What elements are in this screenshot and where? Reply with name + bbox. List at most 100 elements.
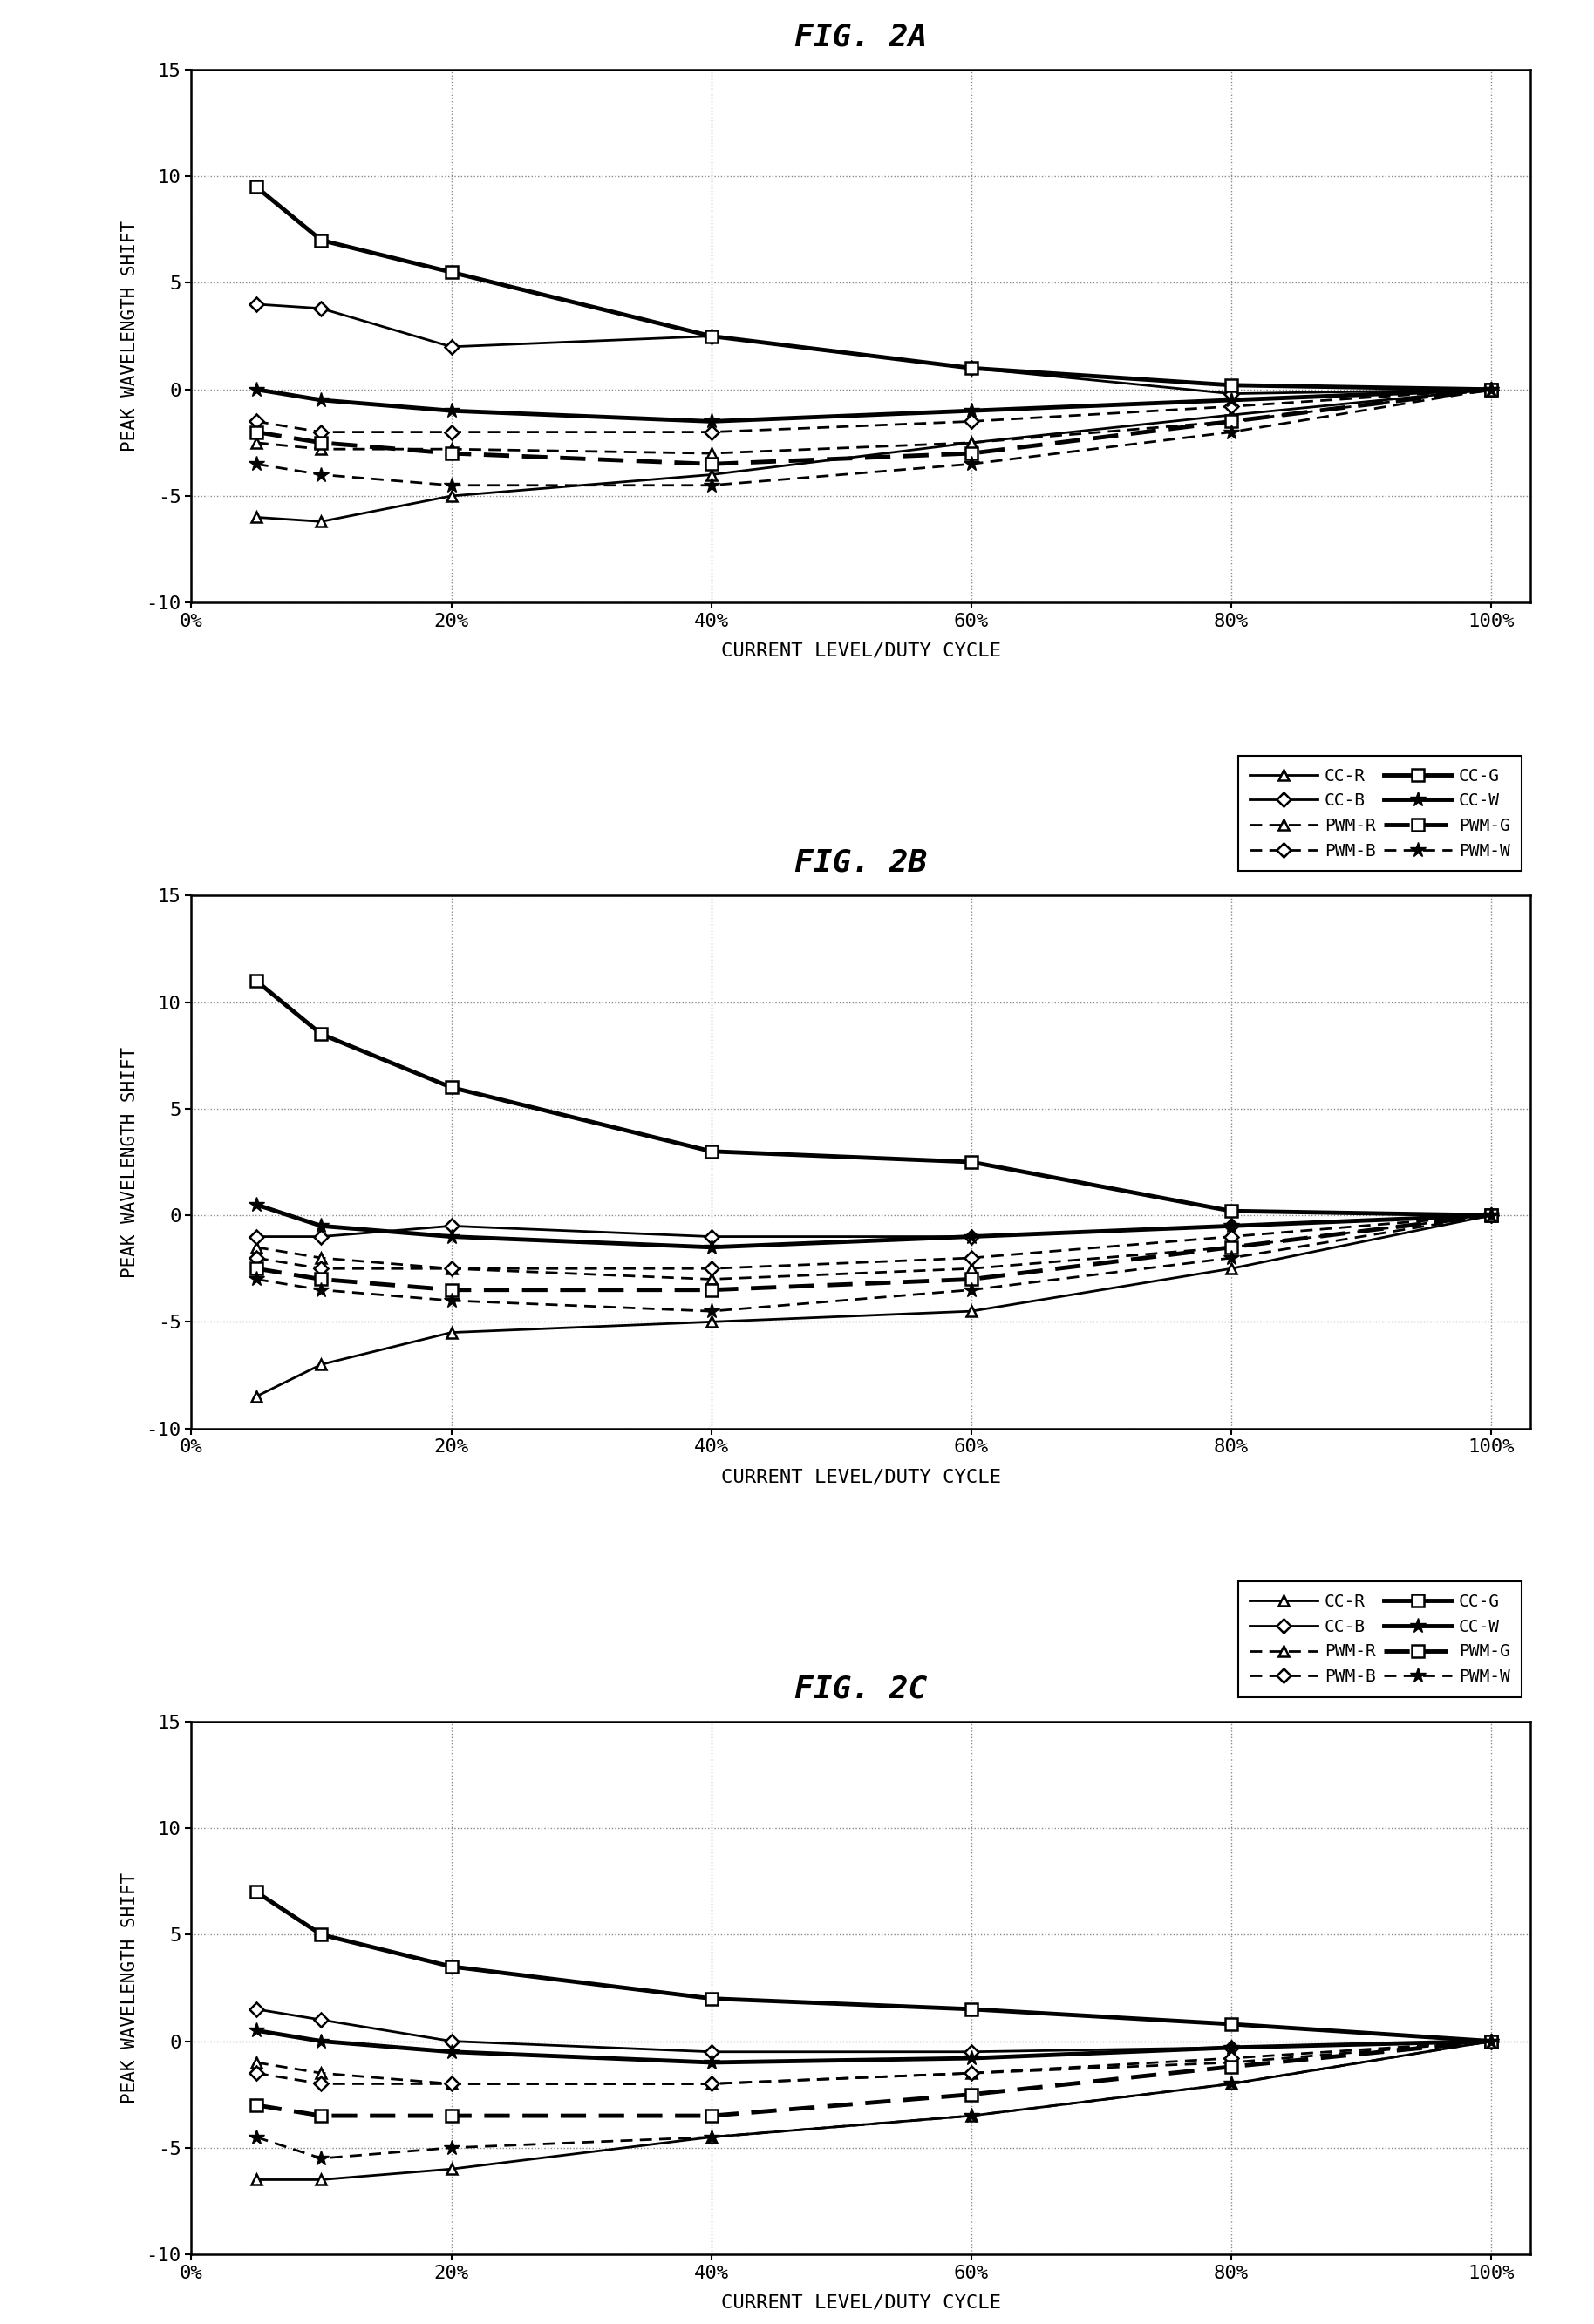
Line: CC-G: CC-G: [250, 1885, 1497, 2047]
PWM-R: [442, 1255, 461, 1283]
PWM-B: [1221, 2045, 1240, 2073]
CC-W: [1221, 1213, 1240, 1241]
CC-W: [312, 386, 332, 414]
CC-R: [312, 507, 332, 535]
PWM-B: [1482, 376, 1502, 404]
PWM-G: [442, 2101, 461, 2129]
CC-R: [701, 1308, 720, 1336]
CC-B: [312, 295, 332, 323]
PWM-R: [312, 1243, 332, 1271]
CC-R: [701, 460, 720, 488]
CC-W: [701, 2047, 720, 2075]
CC-W: [1482, 2027, 1502, 2054]
PWM-G: [247, 418, 266, 446]
CC-G: [961, 1148, 980, 1176]
PWM-B: [247, 407, 266, 435]
PWM-R: [961, 2059, 980, 2087]
PWM-B: [701, 1255, 720, 1283]
CC-W: [442, 2038, 461, 2066]
PWM-R: [247, 2047, 266, 2075]
PWM-G: [961, 2080, 980, 2108]
PWM-R: [1221, 2047, 1240, 2075]
PWM-R: [442, 435, 461, 462]
CC-B: [1482, 2027, 1502, 2054]
CC-R: [1221, 2071, 1240, 2099]
PWM-W: [1482, 2027, 1502, 2054]
CC-B: [442, 2027, 461, 2054]
Line: CC-B: CC-B: [252, 300, 1497, 397]
CC-W: [247, 1190, 266, 1218]
PWM-R: [247, 1234, 266, 1262]
Line: PWM-R: PWM-R: [250, 1211, 1497, 1285]
CC-W: [961, 397, 980, 425]
Title: FIG. 2C: FIG. 2C: [794, 1673, 928, 1703]
Line: PWM-R: PWM-R: [250, 2036, 1497, 2089]
PWM-G: [961, 1264, 980, 1292]
PWM-W: [247, 451, 266, 479]
CC-G: [312, 225, 332, 253]
CC-R: [1482, 1202, 1502, 1229]
CC-W: [247, 2017, 266, 2045]
PWM-G: [1221, 407, 1240, 435]
PWM-R: [442, 2071, 461, 2099]
CC-G: [247, 967, 266, 995]
CC-R: [1482, 376, 1502, 404]
PWM-B: [312, 1255, 332, 1283]
CC-B: [247, 1222, 266, 1250]
PWM-W: [1221, 2071, 1240, 2099]
CC-W: [701, 1234, 720, 1262]
CC-R: [312, 2166, 332, 2194]
PWM-W: [312, 1276, 332, 1304]
CC-W: [1221, 386, 1240, 414]
CC-R: [961, 2101, 980, 2129]
CC-B: [442, 332, 461, 360]
PWM-W: [1221, 1243, 1240, 1271]
CC-R: [961, 1297, 980, 1325]
PWM-G: [247, 2092, 266, 2119]
X-axis label: CURRENT LEVEL/DUTY CYCLE: CURRENT LEVEL/DUTY CYCLE: [720, 1469, 1001, 1485]
PWM-R: [701, 2071, 720, 2099]
CC-R: [442, 2154, 461, 2182]
CC-G: [442, 1074, 461, 1102]
PWM-R: [961, 1255, 980, 1283]
Line: CC-W: CC-W: [249, 1197, 1498, 1255]
Line: CC-W: CC-W: [249, 2022, 1498, 2071]
PWM-W: [701, 1297, 720, 1325]
Legend: CC-R, CC-B, PWM-R, PWM-B, CC-G, CC-W, PWM-G, PWM-W: CC-R, CC-B, PWM-R, PWM-B, CC-G, CC-W, PW…: [1239, 1583, 1522, 1697]
PWM-W: [1221, 418, 1240, 446]
CC-G: [312, 1020, 332, 1048]
PWM-R: [1221, 407, 1240, 435]
PWM-R: [1482, 2027, 1502, 2054]
PWM-W: [442, 472, 461, 500]
CC-W: [312, 1213, 332, 1241]
CC-B: [1221, 2034, 1240, 2061]
CC-W: [701, 407, 720, 435]
Line: PWM-G: PWM-G: [250, 383, 1497, 469]
CC-G: [1482, 2027, 1502, 2054]
PWM-W: [701, 472, 720, 500]
PWM-G: [1221, 2052, 1240, 2080]
Legend: CC-R, CC-B, PWM-R, PWM-B, CC-G, CC-W, PWM-G, PWM-W: CC-R, CC-B, PWM-R, PWM-B, CC-G, CC-W, PW…: [1239, 755, 1522, 872]
CC-B: [1482, 376, 1502, 404]
PWM-G: [312, 2101, 332, 2129]
PWM-G: [312, 1264, 332, 1292]
PWM-B: [701, 418, 720, 446]
CC-B: [1221, 1213, 1240, 1241]
CC-R: [701, 2124, 720, 2152]
CC-G: [1221, 2010, 1240, 2038]
CC-G: [442, 258, 461, 286]
PWM-G: [1482, 1202, 1502, 1229]
CC-W: [961, 1222, 980, 1250]
PWM-W: [701, 2124, 720, 2152]
PWM-W: [1482, 376, 1502, 404]
Line: PWM-B: PWM-B: [252, 383, 1497, 437]
CC-R: [442, 1318, 461, 1346]
CC-R: [247, 504, 266, 532]
CC-G: [247, 1878, 266, 1906]
CC-B: [961, 1222, 980, 1250]
PWM-B: [1482, 2027, 1502, 2054]
CC-W: [442, 1222, 461, 1250]
PWM-W: [247, 2124, 266, 2152]
PWM-W: [961, 1276, 980, 1304]
Line: PWM-W: PWM-W: [249, 381, 1498, 493]
